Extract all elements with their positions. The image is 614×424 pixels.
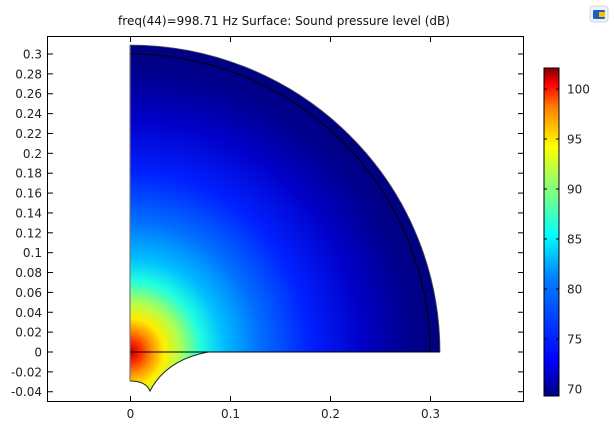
y-tick-label: 0.06 — [15, 286, 42, 300]
comsol-logo-icon[interactable] — [589, 5, 609, 23]
y-tick-label: 0.16 — [15, 187, 42, 201]
y-tick-label: 0.02 — [15, 326, 42, 340]
y-tick-label: 0.1 — [23, 246, 42, 260]
y-tick-label: 0.26 — [15, 87, 42, 101]
colorbar-tick-label: 95 — [567, 133, 582, 147]
x-tick-label: 0 — [127, 407, 135, 421]
y-tick-label: 0.24 — [15, 107, 42, 121]
x-tick-label: 0.1 — [221, 407, 240, 421]
x-tick-label: 0.3 — [421, 407, 440, 421]
horn-domain — [130, 352, 208, 391]
y-tick-label: 0.18 — [15, 167, 42, 181]
plot-frame — [47, 36, 524, 402]
x-axis: 0 0.1 0.2 0.3 — [127, 36, 440, 421]
y-tick-label: -0.02 — [11, 365, 42, 379]
y-tick-label: 0.04 — [15, 306, 42, 320]
y-tick-label: -0.04 — [11, 385, 42, 399]
y-tick-label: 0.2 — [23, 147, 42, 161]
y-tick-label: 0 — [34, 346, 42, 360]
colorbar-tick-label: 90 — [567, 183, 582, 197]
colorbar-tick-label: 80 — [567, 283, 582, 297]
colorbar-tick-label: 75 — [567, 333, 582, 347]
y-axis: -0.04 -0.02 0 0.02 0.04 0.06 0.08 0.1 0.12 0.14 0.… — [11, 48, 524, 399]
colorbar-ticks: 70 75 80 85 90 95 100 — [544, 83, 590, 397]
outer-quarter-domain — [129, 44, 441, 353]
y-tick-label: 0.14 — [15, 206, 42, 220]
horn-boundary — [129, 351, 209, 393]
y-tick-label: 0.28 — [15, 67, 42, 81]
inner-arc-boundary — [129, 53, 431, 353]
y-tick-label: 0.3 — [23, 48, 42, 62]
y-tick-label: 0.12 — [15, 226, 42, 240]
colorbar-tick-label: 85 — [567, 233, 582, 247]
colorbar-tick-label: 100 — [567, 83, 590, 97]
y-tick-label: 0.08 — [15, 266, 42, 280]
plot-title: freq(44)=998.71 Hz Surface: Sound pressu… — [118, 14, 450, 28]
x-tick-label: 0.2 — [321, 407, 340, 421]
colorbar-tick-label: 70 — [567, 383, 582, 397]
y-tick-label: 0.22 — [15, 127, 42, 141]
colorbar — [543, 67, 560, 397]
